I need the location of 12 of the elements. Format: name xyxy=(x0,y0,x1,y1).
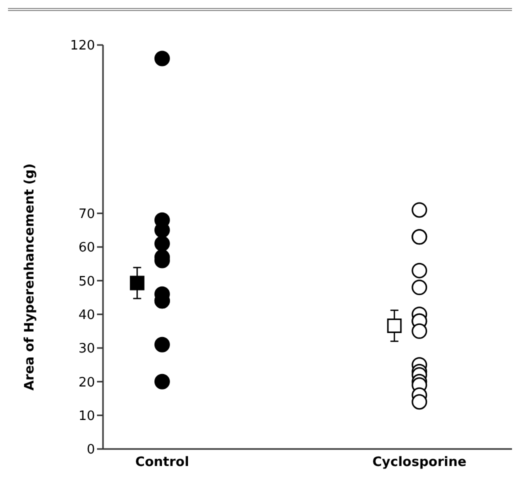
y-tick-label: 120 xyxy=(70,38,95,54)
y-tick-label: 70 xyxy=(78,206,95,222)
y-tick-label: 40 xyxy=(78,308,95,323)
y-tick-label: 0 xyxy=(86,442,95,458)
x-tick-label: Cyclosporine xyxy=(372,455,467,470)
y-tick-label: 60 xyxy=(78,240,95,256)
y-tick-label: 30 xyxy=(78,342,95,357)
y-tick-label: 50 xyxy=(78,274,95,290)
y-axis-title: Area of Hyperenhancement (g) xyxy=(22,163,38,391)
y-tick-label: 10 xyxy=(78,408,95,424)
y-tick-label: 20 xyxy=(78,375,95,390)
x-tick-label: Control xyxy=(135,455,190,470)
